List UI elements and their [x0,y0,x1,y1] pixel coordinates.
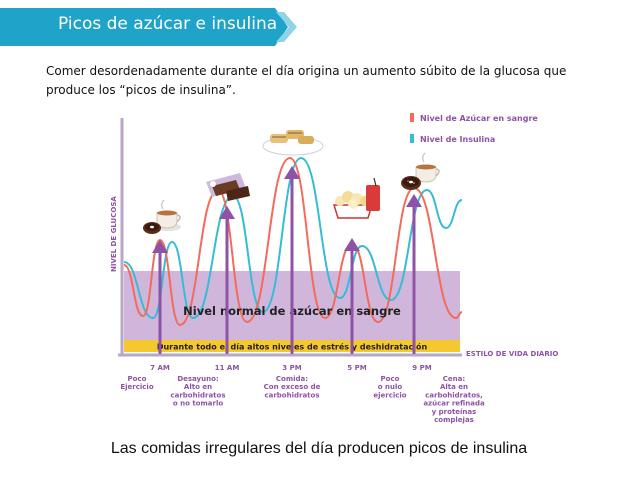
pastry-plate-icon [262,130,324,156]
legend-sugar-label: Nivel de Azúcar en sangre [420,114,538,123]
spike-arrow-head [284,166,300,179]
spike-arrows [152,166,422,354]
chocolate-icon [206,173,250,201]
time-description-line: Cena: [443,375,466,383]
time-description-line: o nulo [378,383,403,391]
caption: Las comidas irregulares del día producen… [110,440,528,457]
time-description-line: Poco [128,375,147,383]
time-label: 7 AM [150,364,170,372]
time-description-line: Ejercicio [120,383,153,391]
time-description-line: Con exceso de [264,383,321,391]
time-label: 9 PM [412,364,431,372]
donut-coffee-icon [401,152,440,190]
time-description-line: complejas [434,416,474,424]
time-description-line: carbohidratos [170,391,225,399]
legend: Nivel de Azúcar en sangre Nivel de Insul… [410,113,538,144]
banner-shape [0,8,297,46]
popcorn-soda-icon [332,177,380,219]
spike-arrow-head [152,240,168,253]
time-label: 3 PM [282,364,301,372]
legend-insulin-label: Nivel de Insulina [420,135,495,144]
time-description-line: Alta en [440,383,468,391]
y-axis-label: NIVEL DE GLUCOSA [110,196,118,272]
x-axis-label: ESTILO DE VIDA DIARIO [466,350,558,358]
time-label: 5 PM [347,364,366,372]
spike-arrow-head [344,238,360,251]
page-title: Picos de azúcar e insulina [58,14,278,34]
spike-arrow-head [219,206,235,219]
time-description-line: Poco [381,375,400,383]
time-description-line: o no tomarlo [173,400,224,408]
time-description-line: y proteínas [432,408,477,416]
time-description-line: Comida: [276,375,308,383]
time-label: 11 AM [215,364,240,372]
time-description-line: carbohidratos [264,391,319,399]
legend-insulin-swatch [410,134,414,143]
coffee-donut-icon [143,199,181,234]
time-description-line: carbohidratos, [425,391,483,399]
time-description-line: Alto en [184,383,212,391]
time-description-line: ejercicio [373,391,406,399]
legend-sugar-swatch [410,113,414,122]
intro-text: Comer desordenadamente durante el día or… [46,64,567,97]
spike-arrow-head [406,194,422,207]
time-description-line: Desayuno: [177,375,219,383]
time-description-line: azúcar refinada [423,400,485,408]
